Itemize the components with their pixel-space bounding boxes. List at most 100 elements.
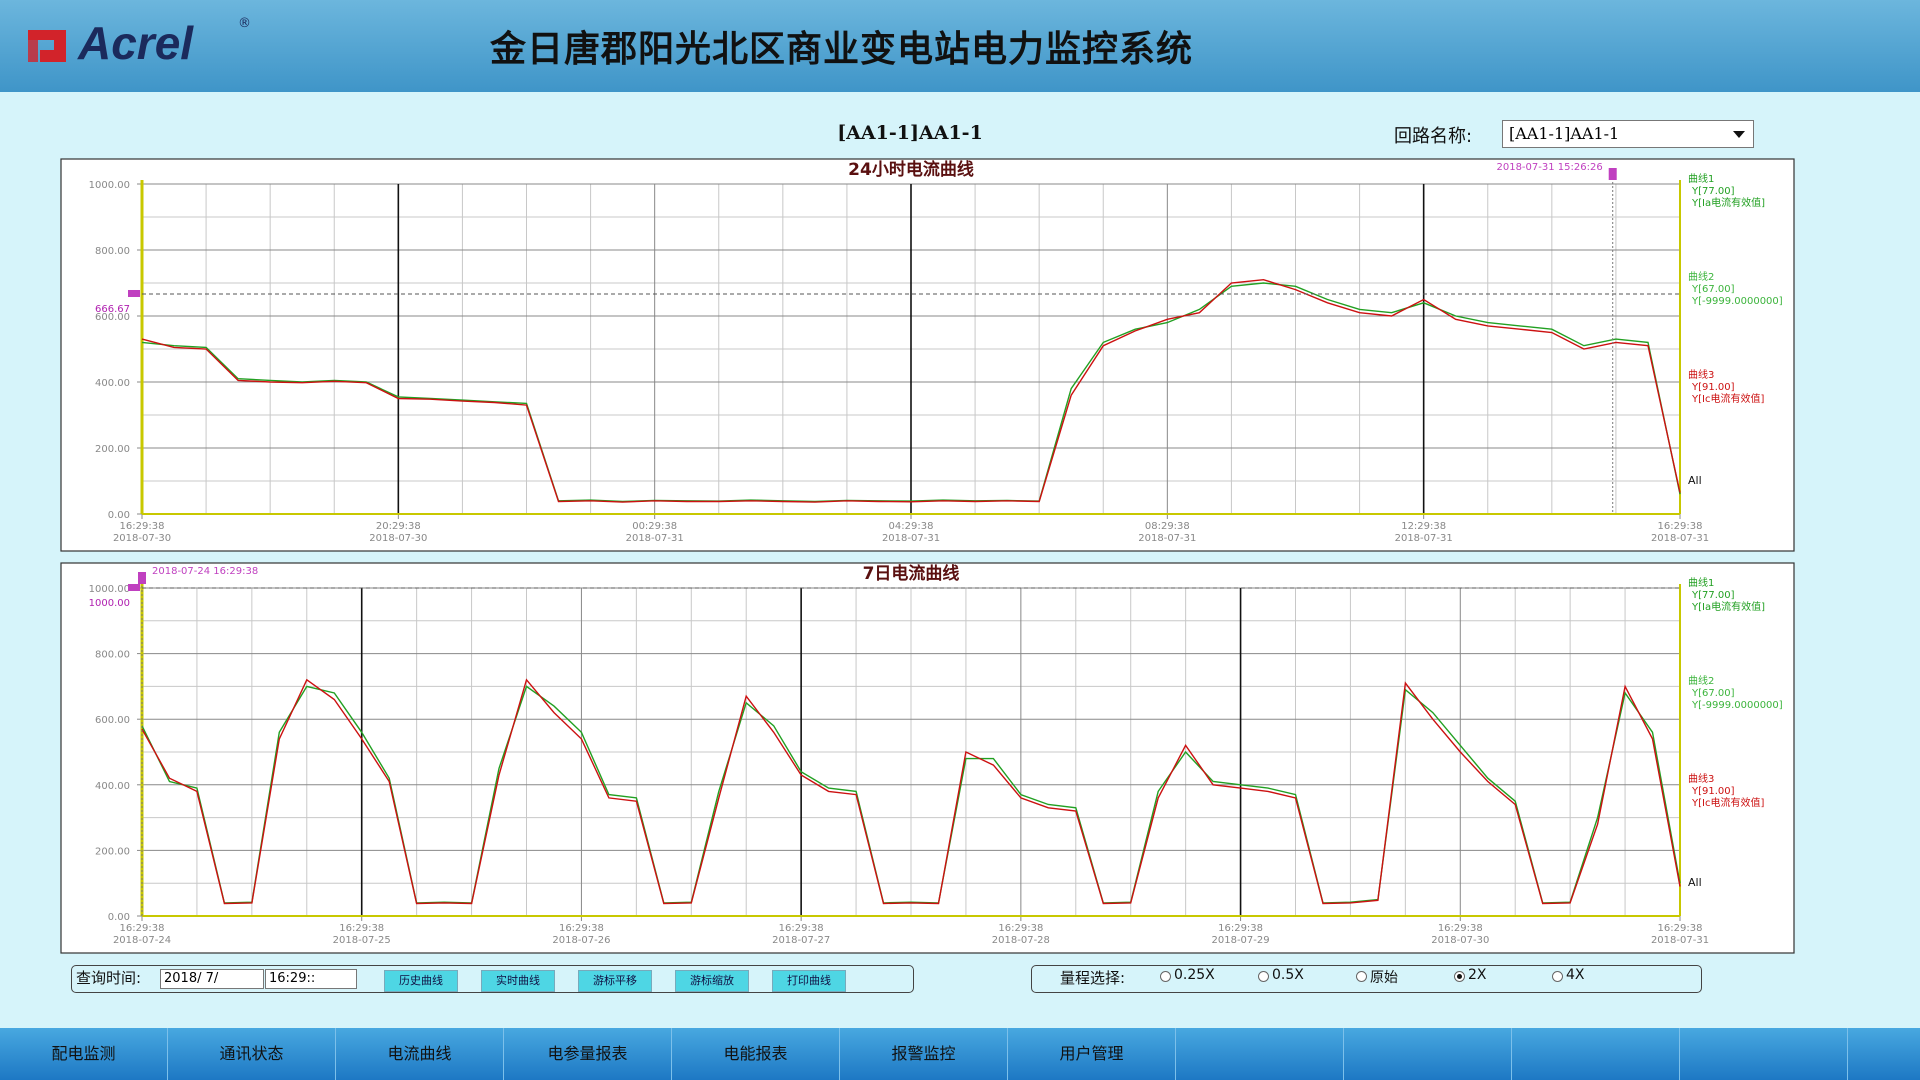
x-tick-date: 2018-07-26 xyxy=(552,935,610,946)
y-tick-label: 1000.00 xyxy=(89,584,130,595)
legend-info: Y[77.00] xyxy=(1691,590,1735,601)
x-tick-label: 20:29:38 xyxy=(376,521,421,532)
nav-item[interactable]: 用户管理 xyxy=(1008,1028,1176,1080)
nav-item[interactable]: 配电监测 xyxy=(0,1028,168,1080)
x-tick-label: 16:29:38 xyxy=(1658,521,1703,532)
x-tick-label: 12:29:38 xyxy=(1401,521,1446,532)
radio-label: 2X xyxy=(1468,967,1487,983)
legend-name: 曲线3 xyxy=(1688,368,1714,381)
x-tick-label: 16:29:38 xyxy=(1438,923,1483,934)
x-tick-date: 2018-07-31 xyxy=(882,533,940,544)
query-button[interactable]: 实时曲线 xyxy=(481,970,555,992)
y-tick-label: 0.00 xyxy=(108,510,130,521)
nav-slot xyxy=(1176,1028,1344,1080)
legend-info: Y[Ic电流有效值] xyxy=(1691,392,1764,405)
radio[interactable] xyxy=(1356,971,1367,982)
page-title: 金日唐郡阳光北区商业变电站电力监控系统 xyxy=(490,29,1194,70)
nav-item[interactable]: 电流曲线 xyxy=(336,1028,504,1080)
logo-icon xyxy=(28,30,66,62)
x-tick-label: 16:29:38 xyxy=(1218,923,1263,934)
x-tick-date: 2018-07-31 xyxy=(1395,533,1453,544)
radio-dot xyxy=(1457,974,1462,979)
series-line xyxy=(141,278,1681,503)
query-button[interactable]: 历史曲线 xyxy=(384,970,458,992)
nav-item[interactable]: 通讯状态 xyxy=(168,1028,336,1080)
x-tick-date: 2018-07-30 xyxy=(113,533,171,544)
legend-info: Y[Ic电流有效值] xyxy=(1691,796,1764,809)
reference-marker xyxy=(128,289,140,297)
legend-name: 曲线2 xyxy=(1688,270,1714,283)
y-tick-label: 800.00 xyxy=(95,650,130,661)
x-tick-date: 2018-07-31 xyxy=(1651,935,1709,946)
y-tick-label: 0.00 xyxy=(108,912,130,923)
nav-slot xyxy=(1344,1028,1512,1080)
y-tick-label: 600.00 xyxy=(95,312,130,323)
legend-name: 曲线2 xyxy=(1688,674,1714,687)
y-tick-label: 600.00 xyxy=(95,715,130,726)
reference-label: 666.67 xyxy=(95,304,130,315)
nav-slot xyxy=(1848,1028,1920,1080)
time-input[interactable]: 16:29:: xyxy=(265,969,357,989)
y-tick-label: 200.00 xyxy=(95,444,130,455)
charts: 24小时电流曲线 0.00 200.00 400.00 600.00 800.00 1000… xyxy=(60,158,1795,954)
x-tick-date: 2018-07-31 xyxy=(626,533,684,544)
nav-item[interactable]: 电能报表 xyxy=(672,1028,840,1080)
x-tick-label: 16:29:38 xyxy=(120,923,165,934)
x-tick-label: 00:29:38 xyxy=(632,521,677,532)
query-label: 查询时间: xyxy=(76,969,142,987)
cursor-label: 2018-07-31 15:26:26 xyxy=(1496,162,1602,173)
x-tick-date: 2018-07-25 xyxy=(333,935,391,946)
x-tick-date: 2018-07-24 xyxy=(113,935,171,946)
legend-info: Y[67.00] xyxy=(1691,688,1735,699)
logo-mark: ® xyxy=(238,16,251,31)
series-line xyxy=(141,678,1681,905)
header: Acrel ® 金日唐郡阳光北区商业变电站电力监控系统 xyxy=(0,0,1920,92)
nav-item[interactable]: 报警监控 xyxy=(840,1028,1008,1080)
x-tick-date: 2018-07-29 xyxy=(1212,935,1270,946)
legend-info: Y[-9999.0000000] xyxy=(1691,700,1783,711)
x-tick-date: 2018-07-31 xyxy=(1138,533,1196,544)
circuit-dropdown[interactable]: [AA1-1]AA1-1 xyxy=(1502,120,1754,148)
nav-item[interactable]: 电参量报表 xyxy=(504,1028,672,1080)
x-tick-date: 2018-07-28 xyxy=(992,935,1050,946)
x-tick-label: 16:29:38 xyxy=(1658,923,1703,934)
legend-info: Y[77.00] xyxy=(1691,186,1735,197)
y-tick-label: 200.00 xyxy=(95,846,130,857)
legend-info: Y[67.00] xyxy=(1691,284,1735,295)
reference-marker xyxy=(128,584,140,591)
x-tick-date: 2018-07-30 xyxy=(369,533,427,544)
radio[interactable] xyxy=(1258,971,1269,982)
x-tick-label: 04:29:38 xyxy=(889,521,934,532)
legend-name: 曲线3 xyxy=(1688,772,1714,785)
radio[interactable] xyxy=(1454,971,1465,982)
y-tick-label: 400.00 xyxy=(95,378,130,389)
circuit-heading: [AA1-1]AA1-1 xyxy=(837,122,983,144)
date-input[interactable]: 2018/ 7/ xyxy=(160,969,264,989)
y-tick-label: 800.00 xyxy=(95,246,130,257)
radio-label: 0.25X xyxy=(1174,967,1215,983)
query-button[interactable]: 游标平移 xyxy=(578,970,652,992)
cursor-marker xyxy=(1608,168,1617,180)
chart-title: 7日电流曲线 xyxy=(863,563,960,584)
legend-name: 曲线1 xyxy=(1688,172,1714,185)
radio[interactable] xyxy=(1160,971,1171,982)
end-label: All xyxy=(1688,876,1702,889)
radio[interactable] xyxy=(1552,971,1563,982)
legend-info: Y[91.00] xyxy=(1691,382,1735,393)
x-tick-label: 08:29:38 xyxy=(1145,521,1190,532)
legend-name: 曲线1 xyxy=(1688,576,1714,589)
chart-frame xyxy=(60,562,1795,954)
x-tick-label: 16:29:38 xyxy=(120,521,165,532)
y-tick-label: 1000.00 xyxy=(89,180,130,191)
query-button[interactable]: 打印曲线 xyxy=(772,970,846,992)
reference-label: 1000.00 xyxy=(89,598,130,609)
x-tick-date: 2018-07-30 xyxy=(1431,935,1489,946)
x-tick-label: 16:29:38 xyxy=(998,923,1043,934)
x-tick-date: 2018-07-27 xyxy=(772,935,830,946)
legend-info: Y[Ia电流有效值] xyxy=(1691,196,1765,209)
query-button[interactable]: 游标缩放 xyxy=(675,970,749,992)
x-tick-label: 16:29:38 xyxy=(339,923,384,934)
nav-slot xyxy=(1512,1028,1680,1080)
chart-title: 24小时电流曲线 xyxy=(848,159,974,180)
